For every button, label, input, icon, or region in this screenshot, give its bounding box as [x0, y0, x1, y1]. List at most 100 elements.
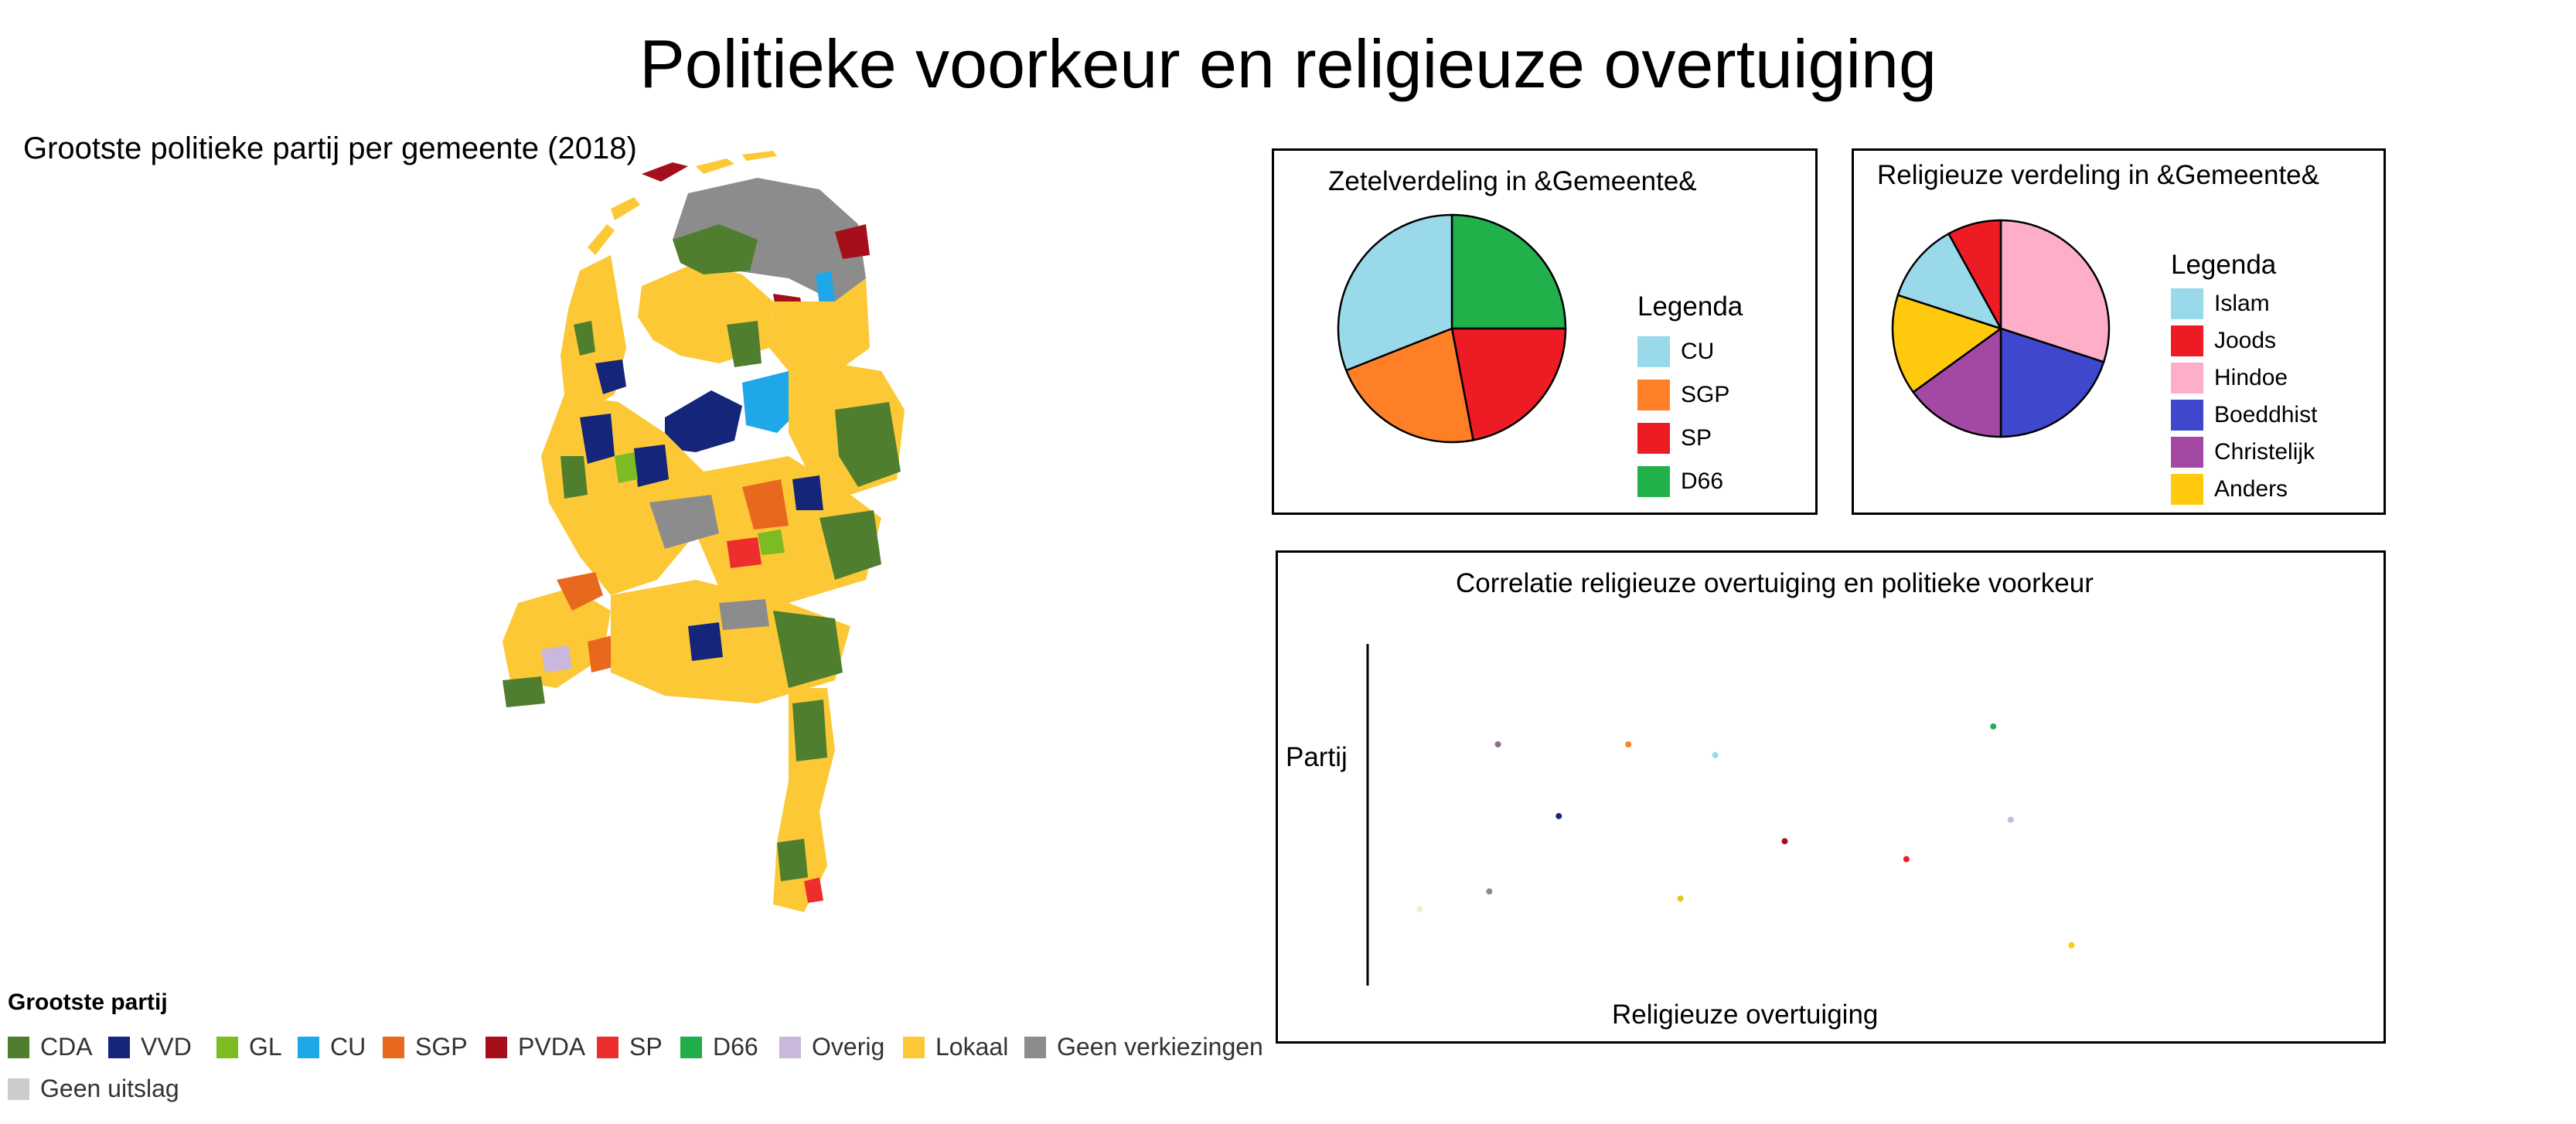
- religion-distribution-title: Religieuze verdeling in &Gemeente&: [1877, 160, 2319, 190]
- map-region-ze-cda: [503, 676, 545, 707]
- map-legend-label: PVDA: [518, 1033, 586, 1061]
- map-legend-swatch: [680, 1036, 702, 1058]
- pie-legend-label: Anders: [2214, 476, 2288, 502]
- pie-legend-label: Boeddhist: [2214, 402, 2318, 427]
- pie-legend-swatch: [2171, 288, 2203, 319]
- pie-legend-item: Islam: [2171, 288, 2270, 319]
- map-region-wadden-4: [742, 151, 777, 161]
- pie-slice-christelijk: [1911, 326, 2002, 438]
- map-region-li-cda: [792, 700, 827, 761]
- map-legend-swatch: [383, 1036, 404, 1058]
- pie-legend-item: Anders: [2171, 474, 2288, 505]
- map-region-ge-sgp: [742, 479, 789, 530]
- correlation-scatter: [1366, 644, 2075, 986]
- religion-distribution-pie: [1891, 219, 2111, 438]
- pie-legend-swatch: [1637, 423, 1670, 454]
- pie-legend-label: Hindoe: [2214, 365, 2288, 390]
- map-legend-title: Grootste partij: [8, 989, 168, 1015]
- map-region-ze-sgp-1: [557, 572, 603, 611]
- seat-distribution-pie: [1337, 213, 1567, 444]
- pie-legend-item: Christelijk: [2171, 437, 2315, 468]
- map-region-gr-pvda: [835, 224, 870, 259]
- pie-slice-boeddhist: [1999, 327, 2105, 438]
- scatter-point: [1677, 895, 1684, 902]
- pie-legend-item: Boeddhist: [2171, 400, 2317, 431]
- scatter-point: [1781, 838, 1788, 845]
- pie-slice-islam: [1896, 232, 2003, 331]
- pie-legend-label: SGP: [1681, 382, 1730, 407]
- pie-legend-swatch: [2171, 363, 2203, 393]
- map-region-wadden-3: [696, 158, 734, 174]
- scatter-point: [1486, 888, 1493, 895]
- scatter-point: [2068, 942, 2075, 949]
- map-region-ze-overig: [541, 645, 572, 673]
- pie-legend-swatch: [1637, 466, 1670, 497]
- map-legend-item: VVD: [108, 1033, 192, 1061]
- map-region-zuid-holland: [541, 394, 704, 595]
- map-legend-item: CDA: [8, 1033, 93, 1061]
- map-legend-swatch: [903, 1036, 925, 1058]
- map-legend-item: Geen verkiezingen: [1024, 1033, 1263, 1061]
- pie-legend-label: Christelijk: [2214, 439, 2315, 465]
- map-region-gr-cu: [816, 271, 835, 305]
- pie-legend-label: Islam: [2214, 291, 2270, 316]
- religion-legend-title: Legenda: [2171, 250, 2277, 280]
- map-region-flevoland-1: [665, 390, 742, 452]
- pie-slice-sp: [1450, 327, 1567, 441]
- netherlands-map: [503, 151, 905, 912]
- map-legend-item: Overig: [779, 1033, 884, 1061]
- map-region-wadden-1: [642, 162, 688, 182]
- map-region-zh-vvd-1: [580, 414, 615, 464]
- map-legend-swatch: [779, 1036, 801, 1058]
- pie-legend-swatch: [2171, 400, 2203, 431]
- pie-legend-swatch: [1637, 380, 1670, 410]
- map-legend-item: D66: [680, 1033, 758, 1061]
- map-region-zh-grey: [649, 495, 719, 549]
- map-region-zh-vvd-2: [634, 444, 669, 487]
- map-legend-label: Geen uitslag: [40, 1075, 179, 1102]
- map-region-fr-green: [673, 224, 758, 274]
- map-region-ge-cda: [819, 510, 881, 580]
- map-region-ge-gl: [758, 530, 785, 555]
- pie-legend-item: D66: [1637, 466, 1723, 497]
- pie-legend-swatch: [2171, 325, 2203, 356]
- map-legend-label: D66: [713, 1033, 758, 1061]
- scatter-xlabel: Religieuze overtuiging: [1612, 1000, 1879, 1030]
- scatter-point: [1990, 723, 1997, 730]
- map-legend-item: PVDA: [486, 1033, 585, 1061]
- map-legend-label: Geen verkiezingen: [1057, 1033, 1263, 1061]
- map-region-zh-gl: [615, 452, 638, 483]
- pie-legend-swatch: [2171, 474, 2203, 505]
- map-region-ge-vvd: [792, 475, 823, 510]
- map-legend-swatch: [298, 1036, 319, 1058]
- scatter-point: [1625, 741, 1632, 748]
- map-region-nb-cda-1: [773, 611, 843, 688]
- map-region-wadden-2: [611, 197, 640, 220]
- map-legend-swatch: [486, 1036, 507, 1058]
- map-legend-swatch: [1024, 1036, 1046, 1058]
- map-legend-label: CDA: [40, 1033, 93, 1061]
- scatter-point: [2007, 816, 2014, 823]
- seat-distribution-panel: Zetelverdeling in &Gemeente& Legenda CU S…: [1272, 148, 1818, 515]
- seat-legend-title: Legenda: [1637, 291, 1743, 322]
- map-legend-item: Lokaal: [903, 1033, 1008, 1061]
- scatter-point: [1712, 751, 1719, 758]
- correlation-title: Correlatie religieuze overtuiging en pol…: [1456, 568, 2094, 598]
- map-legend-item: SP: [597, 1033, 663, 1061]
- pie-legend-label: Joods: [2214, 328, 2277, 353]
- map-legend-label: SP: [629, 1033, 663, 1061]
- map-region-ut-sp: [727, 537, 762, 568]
- map-region-li-sp: [804, 877, 823, 903]
- map-legend-swatch: [8, 1036, 29, 1058]
- map-legend-label: Lokaal: [935, 1033, 1009, 1061]
- map-region-flevoland-2: [742, 371, 800, 433]
- religion-distribution-panel: Religieuze verdeling in &Gemeente& Legen…: [1852, 148, 2386, 515]
- pie-legend-item: Joods: [2171, 325, 2276, 356]
- pie-legend-item: SGP: [1637, 380, 1729, 410]
- page-title: Politieke voorkeur en religieuze overtui…: [639, 26, 1937, 102]
- map-legend-label: GL: [249, 1033, 282, 1061]
- pie-slice-joods: [1947, 219, 2002, 329]
- scatter-point: [1494, 741, 1501, 748]
- scatter-point: [1555, 812, 1562, 819]
- pie-legend-label: D66: [1681, 468, 1724, 494]
